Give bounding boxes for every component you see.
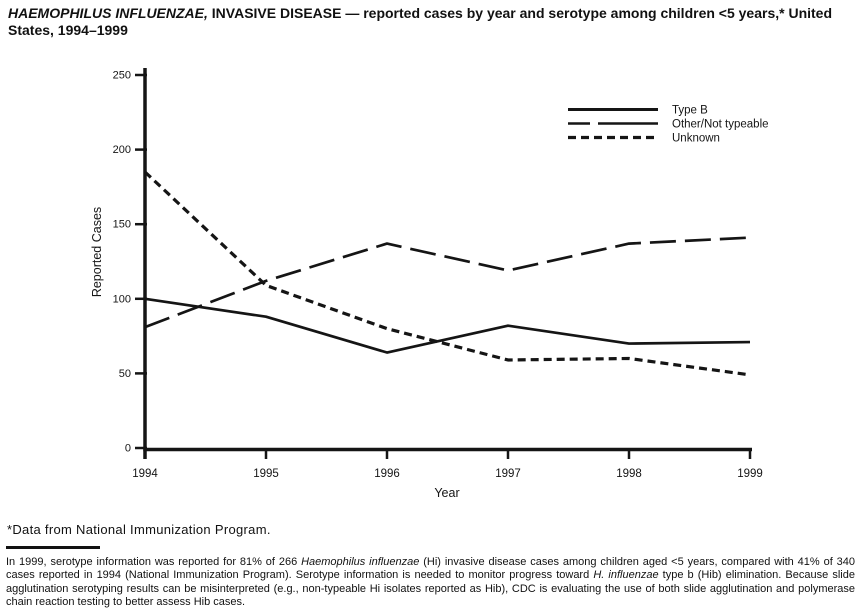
footnote-divider xyxy=(6,546,100,549)
x-tick-label: 1998 xyxy=(616,468,642,480)
y-tick-label: 0 xyxy=(125,443,131,455)
y-tick-label: 150 xyxy=(113,219,131,231)
title-text-segment: INVASIVE DISEASE — reported cases by yea… xyxy=(8,5,833,38)
y-tick-label: 50 xyxy=(119,368,131,380)
y-tick-label: 250 xyxy=(113,70,131,82)
series-line-unknown xyxy=(143,170,751,377)
page-title: HAEMOPHILUS INFLUENZAE, INVASIVE DISEASE… xyxy=(8,5,854,39)
x-tick-label: 1996 xyxy=(374,468,400,480)
legend-label: Unknown xyxy=(672,133,720,145)
x-axis-title: Year xyxy=(434,486,459,500)
latin-term: Haemophilus influenzae xyxy=(301,556,420,568)
series-line-type-b xyxy=(144,297,751,354)
y-tick-label: 100 xyxy=(113,293,131,305)
y-axis-title: Reported Cases xyxy=(90,207,104,297)
data-source-footnote: *Data from National Immunization Program… xyxy=(7,522,271,537)
x-tick-label: 1995 xyxy=(253,468,279,480)
legend-label: Other/Not typeable xyxy=(672,119,769,131)
y-tick-label: 200 xyxy=(113,144,131,156)
footnote-paragraph: In 1999, serotype information was report… xyxy=(6,556,855,609)
x-tick-label: 1999 xyxy=(737,468,763,480)
paragraph-text: (Hi) invasive disease cases among childr… xyxy=(6,556,855,582)
x-tick-label: 1997 xyxy=(495,468,521,480)
title-italic-segment: HAEMOPHILUS INFLUENZAE, xyxy=(8,5,208,21)
paragraph-text: In 1999, serotype information was report… xyxy=(6,556,302,568)
legend-label: Type B xyxy=(672,105,708,117)
latin-term: H. influenzae xyxy=(593,569,659,582)
series-line-other-not-typeable xyxy=(144,236,751,329)
paragraph-text: type b (Hib) elimination. Because slide … xyxy=(6,569,855,608)
x-tick-label: 1994 xyxy=(132,468,158,480)
